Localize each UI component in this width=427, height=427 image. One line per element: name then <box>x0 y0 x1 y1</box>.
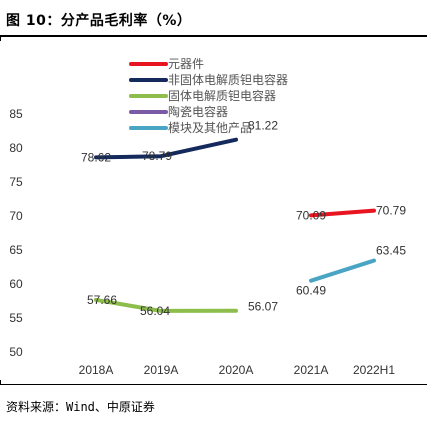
top-rule <box>0 35 427 37</box>
legend-label: 固体电解质钽电容器 <box>168 88 276 103</box>
line-chart: 50 55 60 65 70 75 80 85 2018A 2019A 2020A 2021A 2022… <box>9 57 406 377</box>
series-line <box>94 137 238 160</box>
data-label: 78.62 <box>81 150 111 164</box>
legend-label: 模块及其他产品 <box>168 121 252 135</box>
data-label: 56.07 <box>248 300 278 314</box>
data-label: 56.04 <box>140 304 170 318</box>
y-tick-label: 50 <box>9 345 23 359</box>
bottom-rule <box>0 384 427 385</box>
y-tick-label: 55 <box>9 311 23 325</box>
series-line <box>94 297 238 313</box>
legend-label: 元器件 <box>168 57 204 71</box>
data-label: 70.09 <box>296 208 326 222</box>
y-tick-label: 65 <box>9 243 23 257</box>
y-tick-label: 80 <box>9 141 23 155</box>
figure-title: 图 10：分产品毛利率（%） <box>6 13 192 29</box>
series-line <box>309 258 376 283</box>
y-tick-label: 75 <box>9 175 23 189</box>
data-label: 63.45 <box>376 244 406 258</box>
x-tick-label: 2022H1 <box>353 363 395 377</box>
x-tick-label: 2020A <box>219 363 254 377</box>
source-note: 资料来源：Wind、中原证券 <box>6 400 155 414</box>
y-tick-label: 60 <box>9 277 23 291</box>
y-tick-label: 70 <box>9 209 23 223</box>
x-tick-label: 2019A <box>144 363 179 377</box>
data-label: 78.79 <box>142 149 172 163</box>
top-rule-tick <box>0 37 1 41</box>
x-tick-label: 2021A <box>294 363 329 377</box>
legend-label: 陶瓷电容器 <box>168 104 228 119</box>
legend-label: 非固体电解质钽电容器 <box>168 72 288 87</box>
x-tick-label: 2018A <box>79 363 114 377</box>
y-tick-label: 85 <box>9 107 23 121</box>
series-line <box>309 208 376 218</box>
bottom-rule-tick <box>0 380 1 384</box>
data-label: 70.79 <box>376 204 406 218</box>
data-label: 60.49 <box>296 284 326 298</box>
data-label: 81.22 <box>248 119 278 133</box>
data-label: 57.66 <box>87 293 117 307</box>
